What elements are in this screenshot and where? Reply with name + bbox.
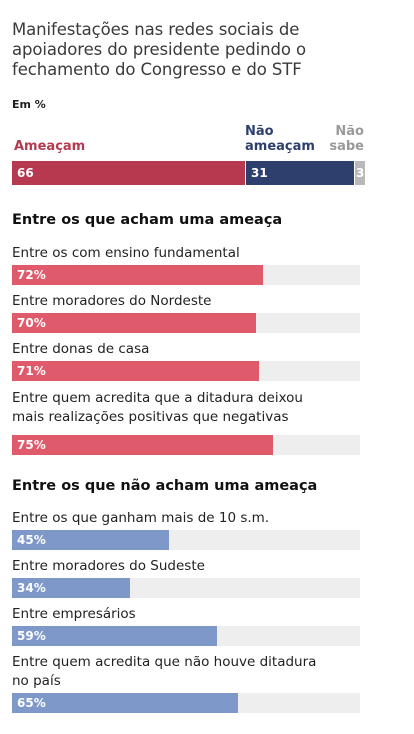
section-title-threat: Entre os que acham uma ameaça <box>12 212 283 228</box>
bar-track: 65% <box>12 693 360 713</box>
bar-category-label: Entre moradores do Sudeste <box>12 558 205 574</box>
bar-track: 70% <box>12 313 360 333</box>
bar-value-label: 75% <box>17 438 46 452</box>
unit-label: Em % <box>12 98 46 111</box>
bar-category-label: Entre empresários <box>12 606 136 622</box>
stacked-segment-dont-know: 3 <box>354 161 365 185</box>
stacked-segment-not-threat: 31 <box>245 161 354 185</box>
bar-item: Entre quem acredita que a ditadura deixo… <box>12 389 360 455</box>
bar-track: 71% <box>12 361 360 381</box>
bar-fill: 45% <box>12 530 169 550</box>
bar-fill: 70% <box>12 313 256 333</box>
bar-value-label: 70% <box>17 316 46 330</box>
bar-track: 75% <box>12 435 360 455</box>
bar-fill: 34% <box>12 578 130 598</box>
bar-fill: 71% <box>12 361 259 381</box>
bar-fill: 65% <box>12 693 238 713</box>
bar-item: Entre os com ensino fundamental 72% <box>12 244 360 285</box>
bar-track: 59% <box>12 626 360 646</box>
bar-track: 72% <box>12 265 360 285</box>
bar-category-label: Entre donas de casa <box>12 341 150 357</box>
bar-category-label: Entre quem acredita que não houve ditadu… <box>12 654 317 689</box>
bar-item: Entre empresários 59% <box>12 605 360 646</box>
stacked-value-label-not-threat: 31 <box>251 166 268 180</box>
bar-value-label: 45% <box>17 533 46 547</box>
bar-category-label: Entre os que ganham mais de 10 s.m. <box>12 510 270 526</box>
bar-item: Entre donas de casa 71% <box>12 340 360 381</box>
bar-fill: 72% <box>12 265 263 285</box>
stacked-value-label-dont-know: 3 <box>356 166 365 180</box>
bar-track: 34% <box>12 578 360 598</box>
bar-value-label: 72% <box>17 268 46 282</box>
stacked-bar: 66 31 3 <box>12 161 365 185</box>
bar-fill: 75% <box>12 435 273 455</box>
bar-item: Entre moradores do Nordeste 70% <box>12 292 360 333</box>
bar-value-label: 65% <box>17 696 46 710</box>
bar-value-label: 59% <box>17 629 46 643</box>
stacked-bar-legend: Ameaçam Não ameaçam Não sabe <box>14 122 366 154</box>
bar-category-label: Entre quem acredita que a ditadura deixo… <box>12 390 303 425</box>
legend-label-threat: Ameaçam <box>14 139 86 154</box>
stacked-segment-threat: 66 <box>12 161 245 185</box>
bar-category-label: Entre os com ensino fundamental <box>12 245 240 261</box>
bar-fill: 59% <box>12 626 217 646</box>
bar-item: Entre os que ganham mais de 10 s.m. 45% <box>12 509 360 550</box>
bar-item: Entre moradores do Sudeste 34% <box>12 557 360 598</box>
section-title-not-threat: Entre os que não acham uma ameaça <box>12 478 318 494</box>
bar-category-label: Entre moradores do Nordeste <box>12 293 212 309</box>
stacked-value-label-threat: 66 <box>17 166 34 180</box>
legend-label-not-threat: Não ameaçam <box>245 124 315 154</box>
bar-track: 45% <box>12 530 360 550</box>
bar-value-label: 34% <box>17 581 46 595</box>
legend-label-dont-know: Não sabe <box>329 124 364 154</box>
bar-value-label: 71% <box>17 364 46 378</box>
bar-item: Entre quem acredita que não houve ditadu… <box>12 653 360 713</box>
chart-title: Manifestações nas redes sociais de apoia… <box>12 20 306 79</box>
